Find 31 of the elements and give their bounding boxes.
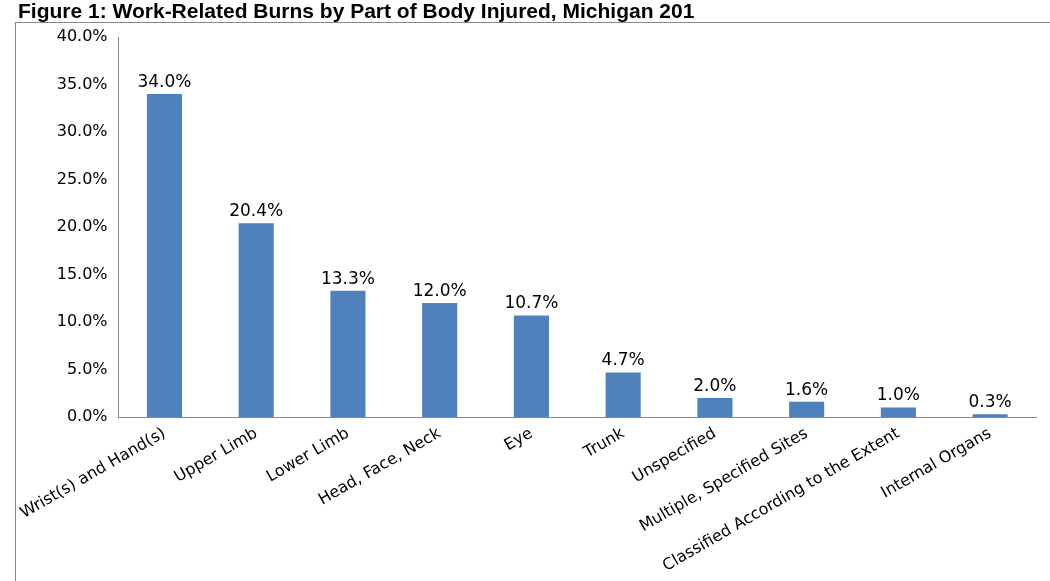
bar: [238, 223, 274, 418]
y-tick-label: 25.0%: [56, 168, 108, 188]
data-label: 13.3%: [320, 267, 375, 288]
data-label: 20.4%: [229, 200, 284, 221]
bar: [880, 407, 916, 418]
bar: [513, 315, 549, 418]
bar: [605, 372, 641, 418]
bar: [972, 414, 1008, 418]
bar: [789, 401, 825, 418]
y-tick-label: 40.0%: [56, 26, 108, 46]
data-label: 0.3%: [968, 391, 1012, 412]
bar: [146, 94, 182, 418]
data-label: 1.6%: [785, 378, 829, 399]
y-tick-label: 5.0%: [66, 358, 108, 378]
y-tick-label: 20.0%: [56, 216, 108, 236]
data-label: 2.0%: [693, 374, 737, 395]
bar: [697, 398, 733, 418]
x-tick-label: Eye: [500, 422, 536, 455]
bar: [422, 303, 458, 418]
data-label: 34.0%: [137, 70, 192, 91]
y-tick-label: 35.0%: [56, 73, 108, 93]
data-label: 1.0%: [876, 384, 920, 405]
bar: [330, 290, 366, 418]
data-label: 4.7%: [601, 349, 645, 370]
y-tick-label: 10.0%: [56, 311, 108, 331]
y-tick-label: 30.0%: [56, 121, 108, 141]
y-tick-label: 0.0%: [66, 406, 108, 426]
chart-title: Figure 1: Work-Related Burns by Part of Body Injured, Michigan 201: [17, 0, 696, 22]
data-label: 10.7%: [504, 292, 559, 313]
y-tick-label: 15.0%: [56, 263, 108, 283]
data-label: 12.0%: [412, 279, 467, 300]
